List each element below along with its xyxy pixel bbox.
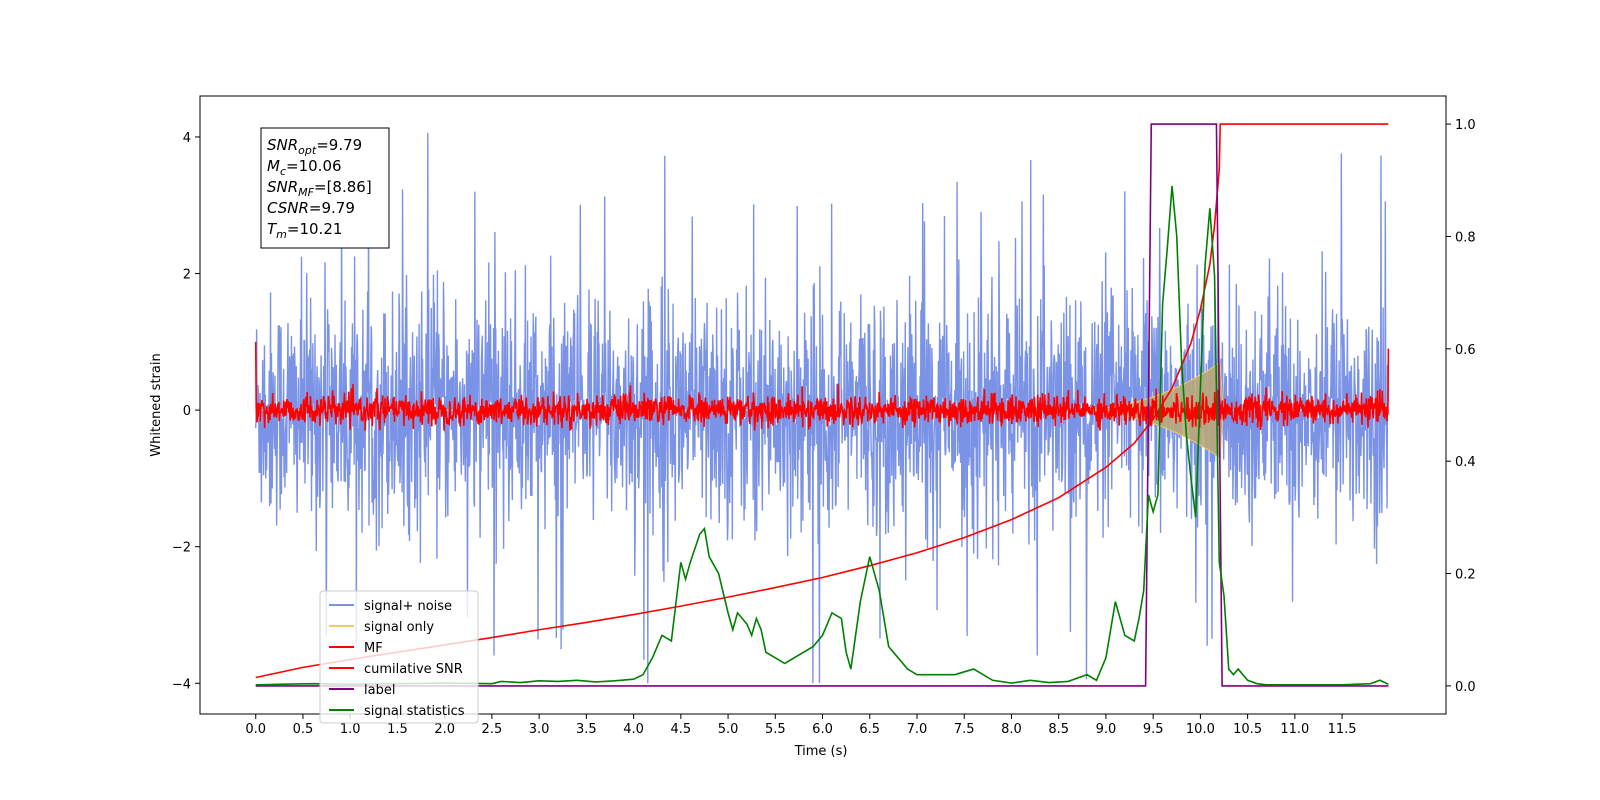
x-tick-label: 11.5 <box>1328 722 1357 737</box>
y-tick-label: 4 <box>183 131 191 146</box>
y2-tick-label: 0.0 <box>1455 680 1476 695</box>
annotation-box: SNRopt=9.79Mc=10.06SNRMF=[8.86]CSNR=9.79… <box>260 127 390 249</box>
y2-tick-label: 1.0 <box>1455 118 1476 133</box>
annotation-line: Mc=10.06 <box>267 157 342 178</box>
x-tick-label: 3.5 <box>576 722 597 737</box>
x-tick-label: 4.5 <box>670 722 691 737</box>
x-tick-label: 8.5 <box>1048 722 1069 737</box>
x-tick-label: 7.5 <box>954 722 975 737</box>
y-tick-label: −4 <box>172 677 191 692</box>
annotation-line: CSNR=9.79 <box>267 199 355 217</box>
legend-label: signal statistics <box>364 704 465 719</box>
y2-tick-label: 0.6 <box>1455 343 1476 358</box>
x-tick-label: 4.0 <box>623 722 644 737</box>
x-tick-label: 2.5 <box>482 722 503 737</box>
annotation-frame <box>260 127 390 249</box>
x-tick-label: 1.0 <box>340 722 361 737</box>
x-tick-label: 8.0 <box>1001 722 1022 737</box>
x-tick-label: 3.0 <box>529 722 550 737</box>
annotation-line: SNRMF=[8.86] <box>267 178 372 199</box>
plot-area <box>254 123 1390 687</box>
x-axis-ticks: 0.0 0.5 1.0 1.5 2.0 2.5 3.0 3.5 4.0 4.5 5.0 5.5 6.0 6… <box>245 714 1357 737</box>
x-tick-label: 0.0 <box>245 722 266 737</box>
legend-label: signal only <box>364 620 434 635</box>
x-tick-label: 6.5 <box>859 722 880 737</box>
series-signal-statistics-line <box>255 185 1389 686</box>
annotation-line: Tm=10.21 <box>267 220 342 241</box>
x-tick-label: 5.5 <box>765 722 786 737</box>
y2-tick-label: 0.2 <box>1455 568 1476 583</box>
annotation-line: SNRopt=9.79 <box>267 136 362 157</box>
y-tick-label: 0 <box>183 404 191 419</box>
series-label-line <box>255 123 1389 687</box>
x-tick-label: 9.5 <box>1143 722 1164 737</box>
x-tick-label: 1.5 <box>387 722 408 737</box>
y2-tick-label: 0.4 <box>1455 455 1476 470</box>
legend-label: label <box>364 683 395 698</box>
y-axis-label: Whitened strain <box>149 353 164 456</box>
x-axis-label: Time (s) <box>794 744 848 759</box>
x-tick-label: 11.0 <box>1280 722 1309 737</box>
legend-frame <box>319 590 479 724</box>
series-cumilative-snr-line <box>255 123 1389 679</box>
x-tick-label: 9.0 <box>1096 722 1117 737</box>
legend-label: signal+ noise <box>364 599 452 614</box>
legend-label: MF <box>364 641 383 656</box>
x-tick-label: 6.0 <box>812 722 833 737</box>
legend-label: cumilative SNR <box>364 662 463 677</box>
x-tick-label: 0.5 <box>293 722 314 737</box>
x-tick-label: 5.0 <box>718 722 739 737</box>
x-tick-label: 2.0 <box>434 722 455 737</box>
y-axis-ticks: −4 −2 0 2 4 <box>172 131 200 692</box>
y2-axis-ticks: 0.0 0.2 0.4 0.6 0.8 1.0 <box>1446 118 1476 695</box>
y-tick-label: −2 <box>172 541 191 556</box>
legend: signal+ noise signal only MF cumilative SNR… <box>319 590 479 724</box>
x-tick-label: 7.0 <box>907 722 928 737</box>
y-tick-label: 2 <box>183 268 191 283</box>
x-tick-label: 10.5 <box>1233 722 1262 737</box>
x-tick-label: 10.0 <box>1186 722 1215 737</box>
y2-tick-label: 0.8 <box>1455 230 1476 245</box>
